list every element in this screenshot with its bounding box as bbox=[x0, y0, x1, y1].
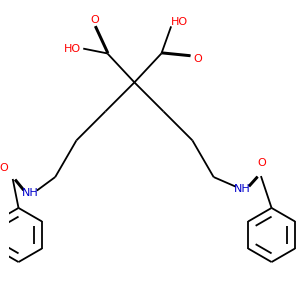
Text: O: O bbox=[194, 54, 203, 64]
Text: HO: HO bbox=[171, 16, 188, 26]
Text: O: O bbox=[0, 164, 8, 173]
Text: O: O bbox=[90, 15, 99, 25]
Text: NH: NH bbox=[234, 184, 251, 194]
Text: O: O bbox=[257, 158, 266, 168]
Text: NH: NH bbox=[22, 188, 38, 199]
Text: HO: HO bbox=[64, 44, 81, 54]
